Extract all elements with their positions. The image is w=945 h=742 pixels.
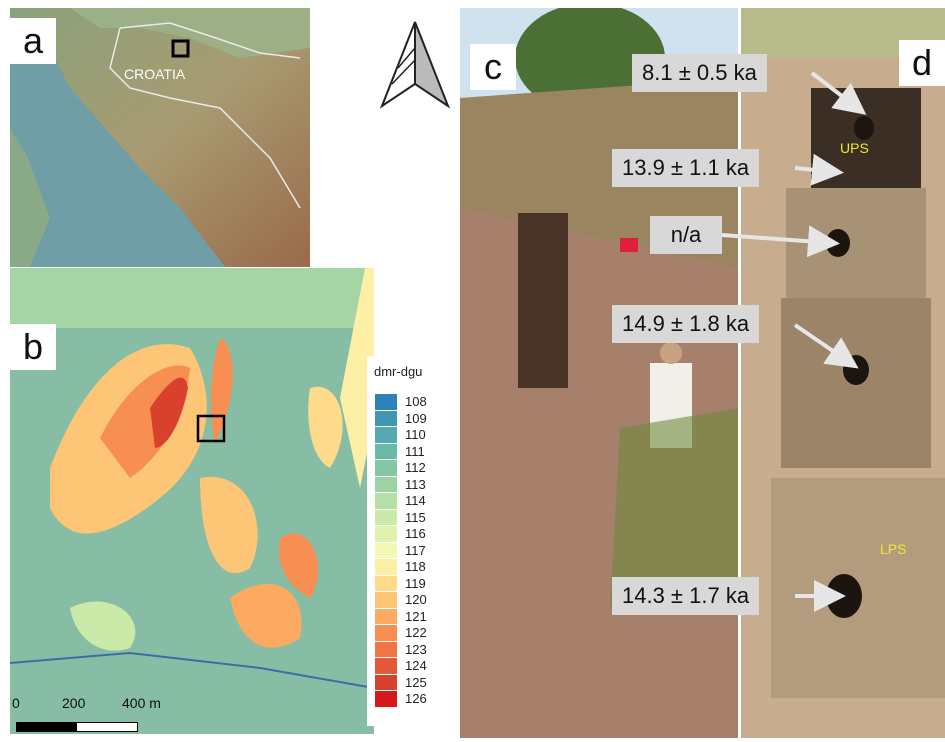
sea [10,38,225,267]
scale-tick-200: 200 [62,695,86,711]
scale-tick-0: 0 [12,695,20,711]
legend-value: 125 [405,674,427,690]
age-label-2: 13.9 ± 1.1 ka [612,149,760,187]
legend-swatch [375,592,397,608]
legend-swatch [375,691,397,707]
ups-label: UPS [840,140,869,156]
age-label-4: 14.9 ± 1.8 ka [612,305,760,343]
panel-letter-b: b [10,324,56,370]
legend-swatch [375,542,397,559]
legend-value: 110 [405,427,426,442]
trench [518,213,568,388]
lps-label: LPS [880,541,907,557]
panel-a-regional-map: CROATIA a [10,8,310,267]
legend-swatch [375,443,397,460]
legend-swatch [375,608,397,625]
country-label: CROATIA [124,66,186,82]
legend-swatch [375,575,397,592]
profile-photo [741,8,945,738]
elevation-legend: dmr-dgu 108 109 110 111 112 113 114 115 116 117 11… [367,356,442,726]
legend-swatch [375,674,397,691]
panel-d-profile-photo: d [741,8,945,738]
legend-swatch [375,427,397,443]
scale-tick-400: 400 m [122,695,161,711]
legend-value: 114 [405,493,426,508]
river [10,651,374,689]
age-label-3: n/a [650,216,722,254]
legend-value: 116 [405,526,426,541]
legend-swatch [375,641,397,658]
legend-value: 115 [405,509,426,525]
panel-letter-c: c [470,44,516,90]
legend-value: 109 [405,410,427,426]
red-bucket [620,238,638,252]
age-label-1: 8.1 ± 0.5 ka [632,54,767,92]
legend-value: 108 [405,394,427,409]
legend-swatch [375,410,397,427]
legend-value: 123 [405,641,427,657]
age-label-5: 14.3 ± 1.7 ka [612,577,760,615]
legend-swatch [375,559,397,575]
legend-value: 113 [405,476,426,492]
site-box [196,414,226,443]
dem-map [10,268,374,734]
legend-swatch [375,493,397,509]
study-area-box [171,39,190,58]
legend-value: 121 [405,608,427,624]
legend-value: 122 [405,625,427,640]
north-arrow-icon [379,21,451,109]
legend-swatch [375,460,397,476]
legend-value: 126 [405,691,427,706]
legend-swatch [375,658,397,674]
legend-value: 124 [405,658,427,673]
legend-swatch [375,394,397,410]
relief-map [10,8,310,267]
legend-value: 117 [405,542,426,558]
legend-swatch [375,526,397,542]
legend-value: 112 [405,460,426,475]
legend-value: 119 [405,575,426,591]
legend-value: 118 [405,559,426,574]
panel-letter-a: a [10,18,56,64]
legend-value: 120 [405,592,427,607]
legend-value: 111 [405,443,425,459]
scale-bar [16,722,138,732]
legend-swatch [375,476,397,493]
panel-letter-d: d [899,40,945,86]
legend-title: dmr-dgu [374,364,423,379]
sample-hole [854,116,874,140]
panel-b-dem-map: b 0 200 400 m [10,268,374,734]
legend-swatch [375,509,397,526]
legend-swatch [375,625,397,641]
